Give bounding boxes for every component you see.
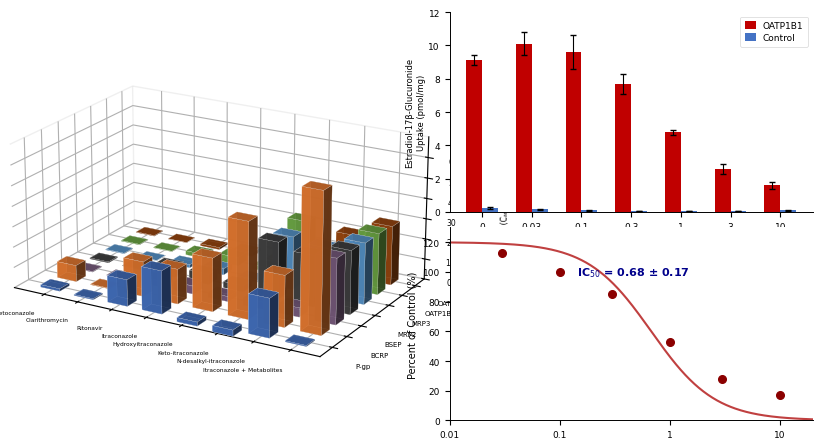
Bar	[615, 85, 631, 212]
Bar	[466, 61, 482, 212]
Text: IC$_{50}$ = 0.68 ± 0.17: IC$_{50}$ = 0.68 ± 0.17	[577, 266, 690, 280]
X-axis label: Ritonavir [μM]: Ritonavir [μM]	[596, 237, 666, 247]
Bar	[764, 186, 780, 212]
Bar	[532, 210, 548, 212]
Bar	[482, 208, 498, 212]
Bar	[780, 211, 796, 212]
Y-axis label: Percent of Control (%): Percent of Control (%)	[407, 271, 417, 378]
Bar	[516, 45, 532, 212]
Bar	[714, 169, 730, 212]
Bar	[582, 211, 597, 212]
Legend: OATP1B1, Control: OATP1B1, Control	[740, 18, 808, 48]
Bar	[665, 133, 681, 212]
Y-axis label: Estradiol-17β-Glucuronide
Uptake (pmol/mg): Estradiol-17β-Glucuronide Uptake (pmol/m…	[406, 58, 426, 168]
Bar	[565, 53, 582, 212]
